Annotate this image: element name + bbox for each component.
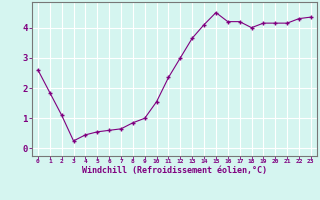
X-axis label: Windchill (Refroidissement éolien,°C): Windchill (Refroidissement éolien,°C) bbox=[82, 166, 267, 175]
